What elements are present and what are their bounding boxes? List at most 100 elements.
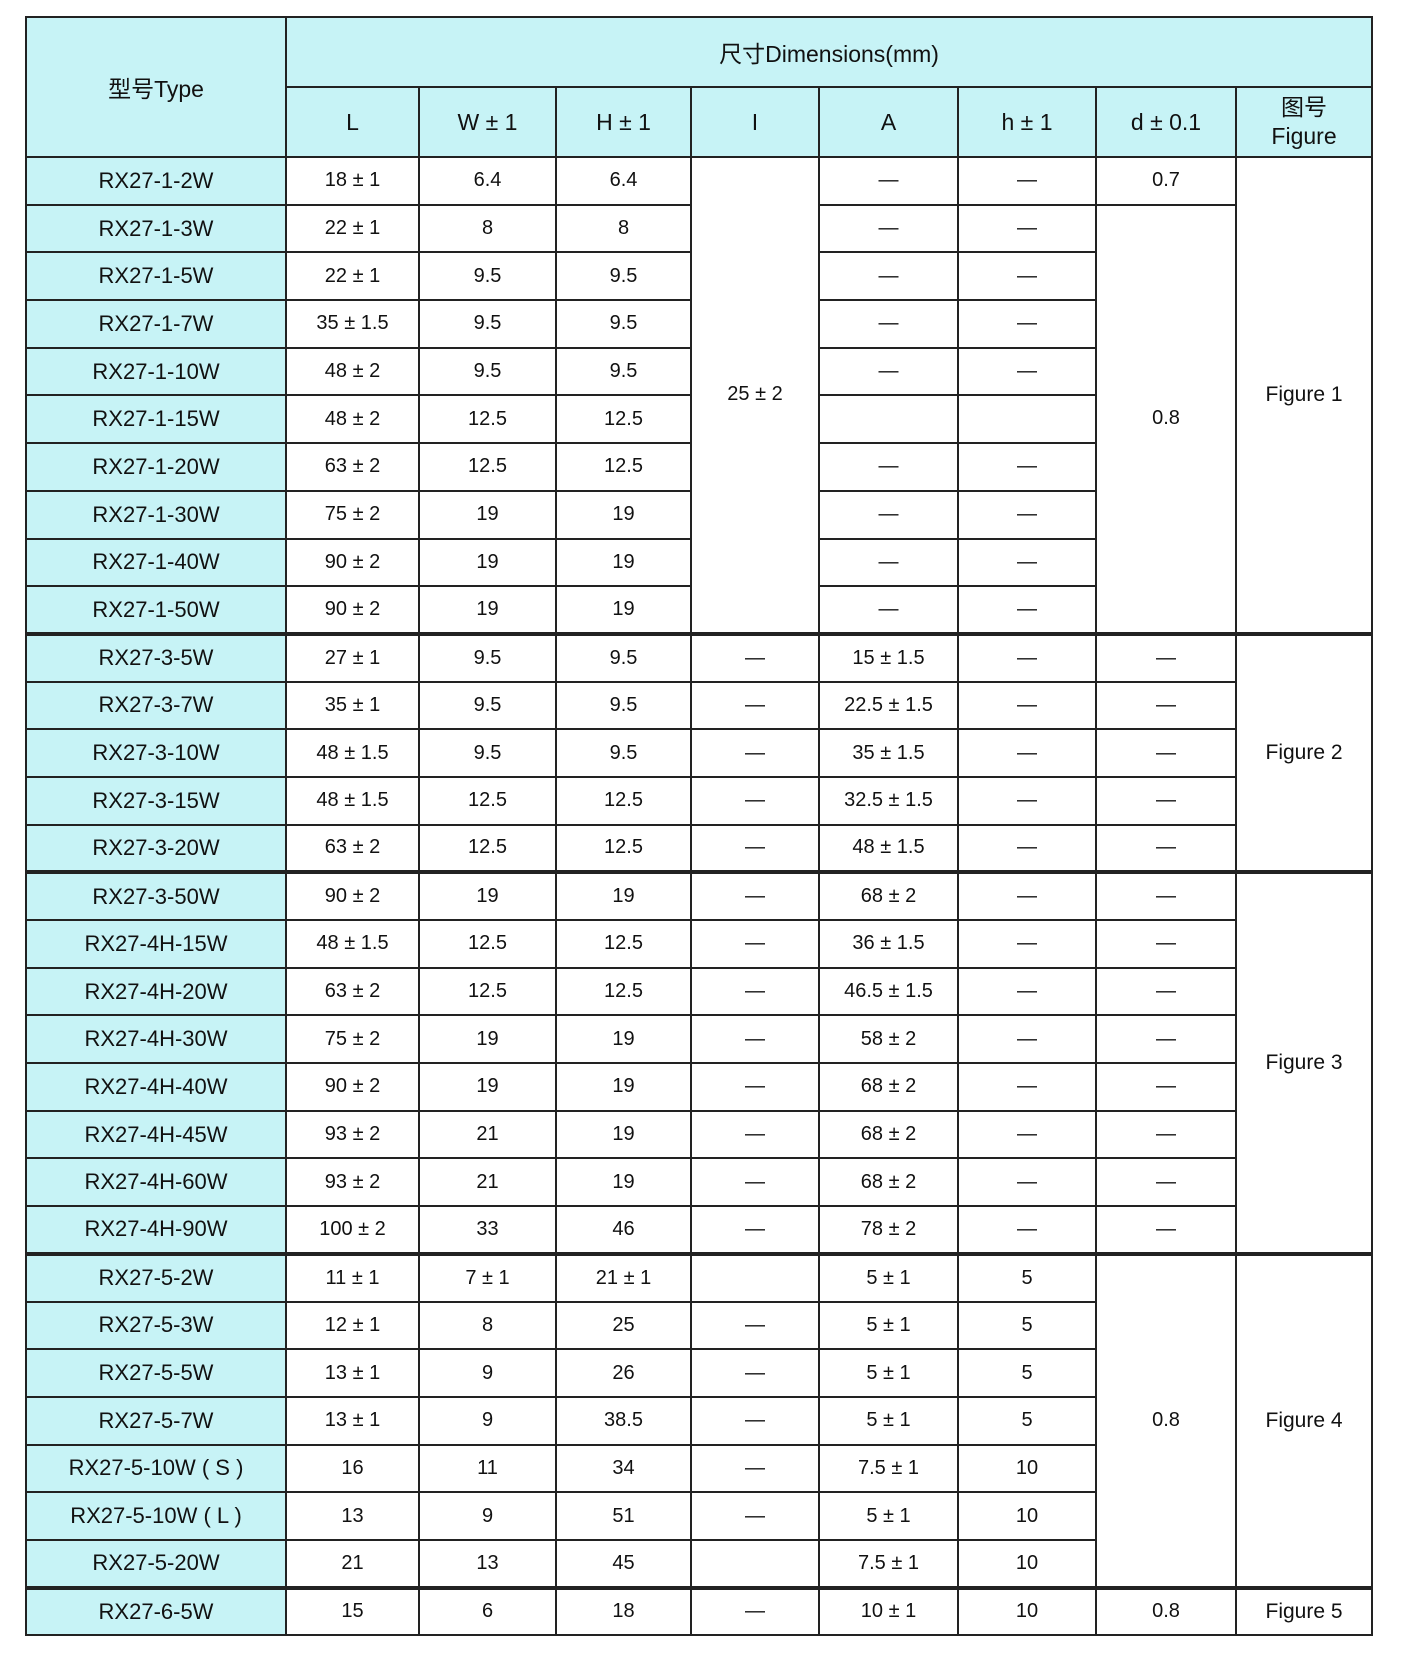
- value-cell: —: [957, 870, 1097, 921]
- value-cell: 93 ± 2: [285, 1157, 420, 1208]
- value-cell: 63 ± 2: [285, 442, 420, 492]
- value-cell: 9.5: [555, 346, 692, 397]
- type-cell: RX27-4H-40W: [25, 1062, 287, 1112]
- value-cell: 19: [555, 1062, 692, 1112]
- figure-cell: Figure 5: [1234, 1585, 1374, 1637]
- value-cell: 10: [957, 1538, 1097, 1589]
- table-header: 型号Type 尺寸Dimensions(mm) L W ± 1 H ± 1 I …: [25, 16, 1374, 158]
- value-cell: —: [1095, 1014, 1237, 1065]
- value-cell: 45: [555, 1538, 692, 1589]
- value-cell: —: [957, 966, 1097, 1017]
- dimensions-table-container: 型号Type 尺寸Dimensions(mm) L W ± 1 H ± 1 I …: [25, 16, 1374, 1637]
- figure-cell: Figure 3: [1234, 870, 1374, 1255]
- value-cell: 0.7: [1095, 156, 1237, 206]
- value-cell: 22 ± 1: [285, 251, 420, 302]
- value-cell: —: [957, 1205, 1097, 1255]
- value-cell: 21: [418, 1109, 557, 1160]
- value-cell: —: [690, 1491, 820, 1541]
- table-row: RX27-4H-40W 90 ± 2 19 19—68 ± 2— —: [25, 1062, 1372, 1112]
- value-cell: 10: [957, 1491, 1097, 1541]
- value-cell: —: [957, 1014, 1097, 1065]
- value-cell: 7.5 ± 1: [818, 1538, 959, 1589]
- col-header-h: h ± 1: [957, 86, 1097, 158]
- value-cell: 48 ± 2: [285, 394, 420, 445]
- value-cell: 12.5: [555, 394, 692, 445]
- value-cell: 19: [555, 870, 692, 921]
- value-cell: 9.5: [555, 251, 692, 302]
- value-cell: —: [957, 442, 1097, 492]
- table-row: RX27-1-20W 63 ± 2 12.5 12.5— —: [25, 442, 1372, 492]
- value-cell: 18 ± 1: [285, 156, 420, 206]
- type-cell: RX27-1-2W: [25, 156, 287, 206]
- value-cell: —: [1095, 631, 1237, 683]
- value-cell: 9: [418, 1395, 557, 1446]
- value-cell: 63 ± 2: [285, 966, 420, 1017]
- value-cell: 36 ± 1.5: [818, 919, 959, 969]
- value-cell: 6: [418, 1585, 557, 1637]
- value-cell: 8: [555, 203, 692, 254]
- value-cell: 68 ± 2: [818, 1109, 959, 1160]
- value-cell: 68 ± 2: [818, 1062, 959, 1112]
- value-cell: 22.5 ± 1.5: [818, 680, 959, 731]
- value-cell: 7 ± 1: [418, 1251, 557, 1303]
- table-row: RX27-3-7W 35 ± 1 9.5 9.5—22.5 ± 1.5— —: [25, 680, 1372, 731]
- table-row: RX27-5-10W ( L ) 13 9 51—5 ± 1 10: [25, 1491, 1372, 1541]
- table-row: RX27-4H-15W 48 ± 1.5 12.5 12.5—36 ± 1.5— —: [25, 919, 1372, 969]
- value-cell: 9.5: [418, 728, 557, 778]
- value-cell: —: [1095, 1157, 1237, 1208]
- value-cell: 5: [957, 1348, 1097, 1398]
- value-cell: 9.5: [555, 680, 692, 731]
- value-cell: —: [690, 728, 820, 778]
- type-cell: RX27-1-3W: [25, 203, 287, 254]
- value-cell: 9.5: [418, 299, 557, 349]
- value-cell: 35 ± 1: [285, 680, 420, 731]
- value-cell: 19: [555, 489, 692, 540]
- value-cell: —: [690, 870, 820, 921]
- value-cell: 9.5: [418, 346, 557, 397]
- value-cell: —: [1095, 728, 1237, 778]
- col-header-d: d ± 0.1: [1095, 86, 1237, 158]
- value-cell: 5 ± 1: [818, 1251, 959, 1303]
- table-row: RX27-1-40W 90 ± 2 19 19— —: [25, 537, 1372, 588]
- value-cell: —: [1095, 680, 1237, 731]
- table-row: RX27-1-50W 90 ± 2 19 19— —: [25, 585, 1372, 635]
- value-cell: 9.5: [418, 680, 557, 731]
- value-cell: —: [690, 1109, 820, 1160]
- type-cell: RX27-3-5W: [25, 631, 287, 683]
- table-row: RX27-4H-30W 75 ± 2 19 19—58 ± 2— —: [25, 1014, 1372, 1065]
- value-cell: —: [690, 919, 820, 969]
- value-cell: 10: [957, 1585, 1097, 1637]
- table-row: RX27-1-2W 18 ± 1 6.4 6.4 25 ± 2— —0.7 Figure 1: [25, 156, 1374, 635]
- value-cell: 5 ± 1: [818, 1300, 959, 1351]
- value-cell: —: [690, 775, 820, 826]
- value-cell: 5 ± 1: [818, 1348, 959, 1398]
- value-cell: 38.5: [555, 1395, 692, 1446]
- value-cell: 15: [285, 1585, 420, 1637]
- figure-header-en: Figure: [1271, 123, 1337, 149]
- table-row: RX27-6-5W 15 6 18—10 ± 1 10 0.8 Figure 5: [25, 1585, 1374, 1637]
- value-cell: 90 ± 2: [285, 585, 420, 635]
- value-cell: 5 ± 1: [818, 1395, 959, 1446]
- type-cell: RX27-6-5W: [25, 1585, 287, 1637]
- value-cell: —: [957, 631, 1097, 683]
- value-cell: —: [690, 1395, 820, 1446]
- value-cell: 15 ± 1.5: [818, 631, 959, 683]
- value-cell: 6.4: [555, 156, 692, 206]
- figure-header-cn: 图号: [1281, 94, 1328, 121]
- value-cell: —: [690, 680, 820, 731]
- value-cell: 48 ± 1.5: [285, 728, 420, 778]
- value-cell: —: [957, 251, 1097, 302]
- value-cell: [957, 394, 1097, 445]
- table-row: RX27-3-5W 27 ± 1 9.5 9.5—15 ± 1.5— — Figure 2: [25, 631, 1374, 874]
- value-cell: —: [1095, 775, 1237, 826]
- value-cell: —: [957, 919, 1097, 969]
- value-cell: —: [957, 680, 1097, 731]
- table-row: RX27-5-10W ( S ) 16 11 34—7.5 ± 1 10: [25, 1443, 1372, 1494]
- value-cell: —: [818, 251, 959, 302]
- type-cell: RX27-3-20W: [25, 823, 287, 874]
- value-cell: —: [1095, 1205, 1237, 1255]
- value-cell: —: [690, 966, 820, 1017]
- value-cell: 19: [418, 1062, 557, 1112]
- value-cell: 0.8: [1095, 203, 1237, 635]
